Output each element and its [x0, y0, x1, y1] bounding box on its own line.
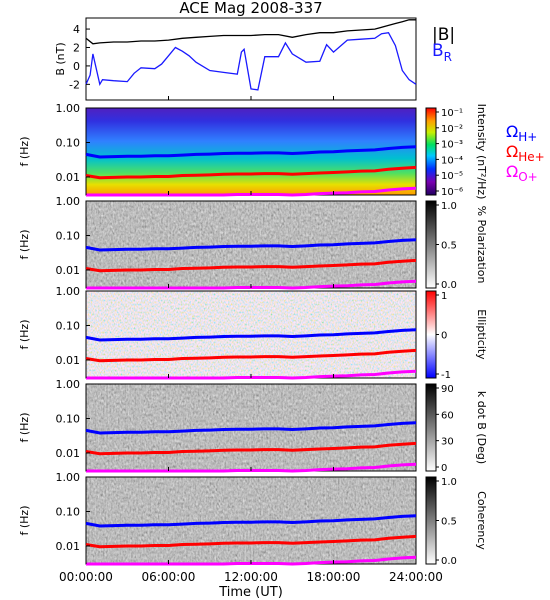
legend-omega-H-sub: H+ [518, 130, 537, 144]
legend-B-R-sub: R [444, 50, 452, 64]
y-axis-title: f (Hz) [18, 506, 31, 536]
colorbar-tick-label: 1 [441, 291, 447, 302]
panel-coherency: 0.01 0.10 1.00 f (Hz) 0.0 0.5 1.0 Coherency [18, 471, 488, 567]
panel-intensity: 0.01 0.10 1.00 f (Hz) 10⁻⁶ 10⁻⁵ 10⁻⁴ 10⁻³ 10⁻² 10… [18, 102, 488, 199]
colorbar-label: k dot B (Deg) [475, 391, 488, 464]
colorbar [425, 476, 437, 565]
colorbar-tick-label: 1.0 [441, 201, 457, 212]
line-omega-H [85, 514, 417, 528]
colorbar-label: Ellipticity [475, 309, 488, 360]
x-axis: 00:00:00 06:00:00 12:00:00 18:00:00 24:00:00 [59, 96, 443, 584]
x-axis-title: Time (UT) [218, 585, 283, 600]
y-axis-title: f (Hz) [18, 137, 31, 167]
legend-omega-O-sub: O+ [518, 170, 538, 184]
colorbar [425, 383, 437, 472]
y-tick-label: 4 [73, 23, 80, 36]
y-tick-label: 0.01 [56, 540, 81, 553]
y-tick-label: 0.10 [56, 136, 81, 149]
y-tick-label: 1.00 [56, 195, 81, 208]
panel-polarization: 0.01 0.10 1.00 f (Hz) 0.0 0.5 1.0 % Polarizatio… [18, 195, 488, 291]
x-tick-label: 18:00:00 [307, 570, 361, 584]
y-tick-label: 0.10 [56, 319, 81, 332]
legend-omega-He: ΩHe+ [506, 142, 545, 164]
y-tick-label: 0.01 [56, 447, 81, 460]
y-axis-title: B (nT) [54, 42, 67, 75]
series-line-B-total [85, 19, 416, 45]
legend-omega-O: ΩO+ [506, 162, 538, 184]
panel-k-dot-b: 0.01 0.10 1.00 f (Hz) 0 30 60 90 k dot B (Deg) [18, 378, 488, 474]
y-tick-label: 0.01 [56, 354, 81, 367]
colorbar-tick-label: 0.0 [441, 280, 457, 291]
y-tick-label: 2 [73, 41, 80, 54]
colorbar-tick-label: 90 [441, 384, 454, 395]
legend-B-total: |B| [432, 25, 455, 45]
colorbar-label: Coherency [475, 491, 488, 550]
colorbar-label: % Polarization [475, 206, 488, 284]
y-tick-label: 0 [73, 60, 80, 73]
line-omega-H [85, 328, 417, 342]
y-tick-label: 1.00 [56, 102, 81, 115]
line-omega-He [85, 534, 417, 549]
colorbar-tick-label: 0.5 [441, 241, 457, 252]
y-tick-label: 0.10 [56, 229, 81, 242]
colorbar [425, 200, 437, 289]
y-tick-label: 0.10 [56, 505, 81, 518]
y-tick-label: 1.00 [56, 378, 81, 391]
colorbar-tick-label: 10⁻⁴ [441, 155, 463, 166]
colorbar-tick-label: 30 [441, 437, 454, 448]
line-omega-H [85, 145, 417, 159]
colorbar-tick-label: 10⁻² [441, 124, 463, 135]
series-line-B-R [85, 31, 417, 91]
y-axis-title: f (Hz) [18, 320, 31, 350]
colorbar-tick-label: 10⁻³ [441, 140, 463, 151]
colorbar-tick-label: 10⁻⁶ [441, 187, 463, 198]
y-tick-label: -2 [69, 78, 80, 91]
line-omega-He [85, 441, 417, 456]
line-omega-He [85, 258, 417, 273]
colorbar-tick-label: 10⁻¹ [441, 108, 463, 119]
y-tick-label: 0.01 [56, 171, 81, 184]
colorbar-label: Intensity (nT²/Hz) [475, 104, 488, 200]
colorbar-tick-label: 0.0 [441, 556, 457, 567]
colorbar-tick-label: 60 [441, 410, 454, 421]
line-omega-He [85, 165, 417, 180]
colorbar [425, 107, 437, 196]
colorbar-tick-label: 0 [441, 331, 447, 342]
x-tick-label: 24:00:00 [389, 570, 443, 584]
x-tick-label: 12:00:00 [224, 570, 278, 584]
y-axis-title: f (Hz) [18, 413, 31, 443]
line-omega-H [85, 238, 417, 252]
y-tick-label: 0.01 [56, 264, 81, 277]
y-tick-label: 1.00 [56, 285, 81, 298]
colorbar-tick-label: -1 [441, 370, 451, 381]
y-tick-label: 1.00 [56, 471, 81, 484]
line-omega-He [85, 348, 417, 363]
figure-title: ACE Mag 2008-337 [179, 0, 322, 17]
legend-gyrofrequencies: ΩH+ΩHe+ΩO+ [506, 122, 545, 184]
line-omega-H [85, 421, 417, 435]
y-tick-label: 0.10 [56, 412, 81, 425]
y-axis-title: f (Hz) [18, 230, 31, 260]
colorbar [425, 290, 437, 379]
legend-omega-He-sub: He+ [518, 150, 544, 164]
colorbar-tick-label: 1.0 [441, 477, 457, 488]
colorbar-tick-label: 0 [441, 463, 447, 474]
panel-ellipticity: 0.01 0.10 1.00 f (Hz) -1 0 1 Ellipticity [18, 285, 488, 381]
x-tick-label: 06:00:00 [142, 570, 196, 584]
colorbar-tick-label: 0.5 [441, 517, 457, 528]
colorbar-tick-label: 10⁻⁵ [441, 171, 463, 182]
legend-omega-H: ΩH+ [506, 122, 537, 144]
x-tick-label: 00:00:00 [59, 570, 113, 584]
